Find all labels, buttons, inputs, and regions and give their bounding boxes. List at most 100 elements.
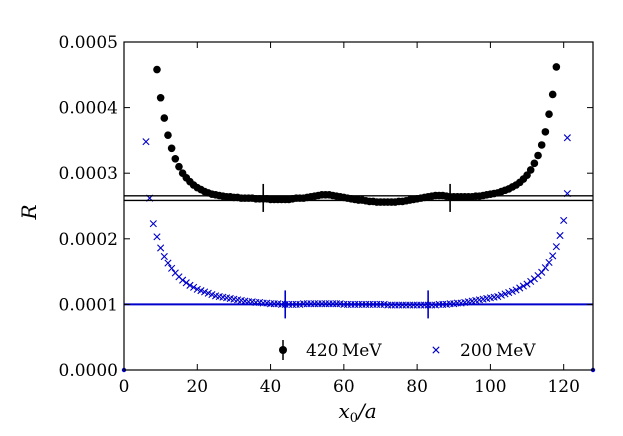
x-marker-stroke bbox=[519, 282, 527, 290]
x-marker-stroke bbox=[516, 284, 524, 292]
data-point-200 bbox=[160, 252, 168, 261]
x-marker-stroke bbox=[512, 286, 520, 294]
x-tick-label: 80 bbox=[406, 377, 428, 397]
x-marker-stroke bbox=[201, 288, 209, 296]
data-point-420 bbox=[534, 151, 542, 160]
data-point-200 bbox=[538, 268, 546, 276]
data-point-420 bbox=[171, 154, 180, 163]
data-point-420 bbox=[530, 159, 539, 168]
x-marker-stroke bbox=[215, 292, 223, 301]
x-tick-label: 20 bbox=[186, 377, 208, 397]
data-point-420 bbox=[156, 93, 165, 102]
x-marker-stroke bbox=[182, 279, 190, 287]
x-marker-stroke bbox=[549, 252, 557, 260]
y-tick-label: 0.0000 bbox=[59, 361, 118, 381]
x-tick-label: 120 bbox=[547, 377, 579, 397]
data-point-420 bbox=[167, 144, 176, 153]
x-marker-stroke bbox=[241, 297, 249, 305]
x-marker-stroke bbox=[527, 277, 535, 286]
data-point-200 bbox=[527, 277, 535, 286]
x-marker-stroke bbox=[523, 280, 531, 288]
x-axis-label: x0/a bbox=[339, 399, 377, 426]
x-marker-stroke bbox=[171, 269, 179, 277]
x-marker-stroke bbox=[223, 294, 231, 302]
data-point-200 bbox=[519, 282, 527, 290]
y-tick-label: 0.0001 bbox=[59, 295, 118, 315]
data-point-200 bbox=[516, 284, 524, 292]
data-point-200 bbox=[168, 264, 176, 272]
data-point-200 bbox=[563, 134, 571, 142]
legend-label-200: 200 MeV bbox=[460, 341, 536, 361]
x-marker-stroke bbox=[175, 273, 183, 281]
data-point-420 bbox=[537, 141, 546, 149]
x-axis-label-sub: 0 bbox=[350, 411, 358, 426]
legend-x-glyph bbox=[432, 346, 440, 354]
x-marker-stroke bbox=[164, 259, 172, 267]
data-point-200 bbox=[149, 220, 157, 228]
data-point-200 bbox=[142, 138, 150, 146]
x-marker-stroke bbox=[186, 281, 194, 289]
data-point-200 bbox=[186, 281, 194, 289]
x-marker-stroke bbox=[552, 243, 560, 251]
data-point-200 bbox=[549, 252, 557, 260]
x-marker-stroke bbox=[233, 296, 242, 304]
y-tick-label: 0.0004 bbox=[59, 99, 118, 119]
x-marker-stroke bbox=[212, 292, 220, 300]
y-tick-label: 0.0003 bbox=[59, 164, 118, 184]
axis-layer: 0 20 40 60 80 100 120 0.0000 0.0001 0.0002 0.0003 0… bbox=[59, 33, 594, 397]
x-marker-stroke bbox=[545, 258, 553, 267]
x-marker-stroke bbox=[541, 264, 549, 272]
x-tick-label: 0 bbox=[119, 377, 130, 397]
y-axis-label: R bbox=[17, 204, 41, 220]
x-marker-stroke bbox=[208, 290, 216, 299]
data-point-420 bbox=[548, 90, 557, 99]
data-point-200 bbox=[523, 280, 531, 288]
x-axis-label-rest: /a bbox=[356, 399, 377, 423]
x-tick-label: 100 bbox=[474, 377, 506, 397]
x-marker-stroke bbox=[149, 220, 157, 228]
data-point-200 bbox=[512, 286, 520, 294]
x-marker-stroke bbox=[432, 346, 440, 354]
data-point-200 bbox=[179, 276, 187, 284]
data-point-420 bbox=[175, 162, 183, 171]
legend-marker-200 bbox=[432, 346, 440, 354]
data-point-200 bbox=[157, 244, 165, 252]
legend: 420 MeV 200 MeV bbox=[279, 340, 536, 361]
x-marker-stroke bbox=[556, 231, 564, 240]
data-point-200 bbox=[560, 216, 568, 225]
data-point-200 bbox=[164, 259, 172, 267]
plot-frame bbox=[123, 41, 594, 371]
data-point-200 bbox=[190, 283, 198, 291]
data-point-420 bbox=[541, 128, 550, 136]
x-marker-stroke bbox=[153, 233, 161, 241]
x-marker-stroke bbox=[160, 252, 168, 261]
x-marker-stroke bbox=[190, 283, 198, 291]
legend-label-420: 420 MeV bbox=[306, 341, 382, 361]
x-tick-label: 40 bbox=[260, 377, 282, 397]
x-marker-stroke bbox=[197, 287, 205, 295]
data-point-200 bbox=[552, 243, 560, 251]
data-point-200 bbox=[556, 231, 564, 240]
y-tick-label: 0.0002 bbox=[59, 230, 118, 250]
data-point-420 bbox=[552, 63, 561, 71]
data-point-200 bbox=[182, 279, 190, 287]
x-marker-stroke bbox=[142, 138, 150, 146]
x-marker-stroke bbox=[560, 216, 568, 225]
data-point-420 bbox=[526, 166, 535, 174]
x-marker-stroke bbox=[219, 293, 227, 301]
data-point-200 bbox=[541, 264, 549, 272]
data-point-420 bbox=[545, 110, 553, 118]
data-point-200 bbox=[153, 233, 161, 241]
data-point-420 bbox=[153, 65, 161, 74]
x-marker-stroke bbox=[563, 134, 571, 142]
x-axis-label-var: x bbox=[339, 399, 350, 423]
data-point-420 bbox=[160, 114, 169, 122]
x-marker-stroke bbox=[226, 294, 234, 303]
fit-layer bbox=[124, 183, 593, 319]
series-layer bbox=[121, 63, 596, 373]
x-marker-stroke bbox=[230, 295, 238, 303]
x-tick-label: 60 bbox=[333, 377, 355, 397]
x-marker-stroke bbox=[193, 285, 201, 293]
x-marker-stroke bbox=[168, 264, 176, 272]
